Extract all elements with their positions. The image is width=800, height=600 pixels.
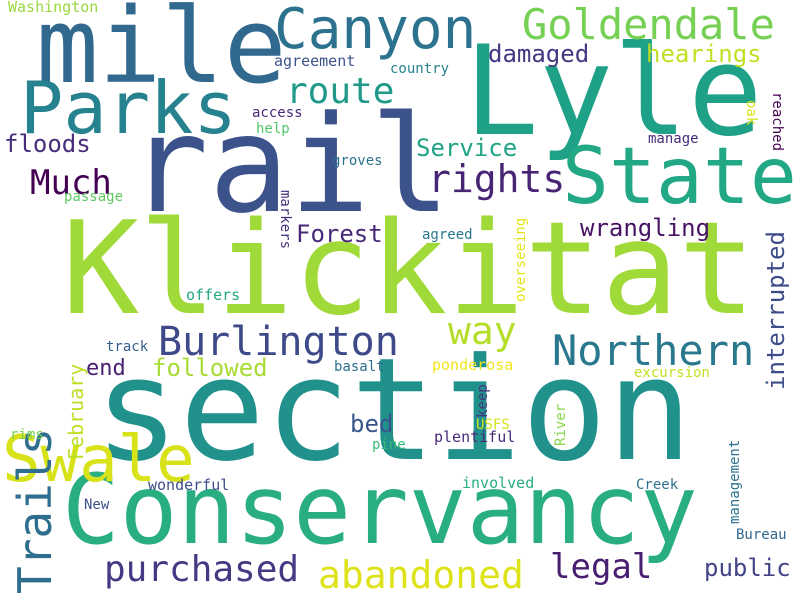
word-swale: Swale bbox=[2, 423, 195, 497]
word-burlington: Burlington bbox=[158, 319, 399, 365]
word-floods: floods bbox=[4, 130, 91, 158]
word-rail: rail bbox=[128, 87, 451, 243]
word-damaged: damaged bbox=[488, 40, 590, 68]
word-klickitat: Klickitat bbox=[62, 195, 756, 344]
word-washington: Washington bbox=[8, 0, 99, 16]
word-section: section bbox=[94, 328, 693, 493]
word-much: Much bbox=[30, 163, 112, 203]
word-plentiful: plentiful bbox=[434, 428, 516, 446]
word-end: end bbox=[86, 356, 126, 381]
word-legal: legal bbox=[550, 547, 653, 587]
word-northern: Northern bbox=[552, 326, 755, 375]
word-parks: Parks bbox=[20, 66, 237, 150]
word-wonderful: wonderful bbox=[148, 476, 230, 494]
word-markers: markers bbox=[277, 190, 293, 250]
word-bureau: Bureau bbox=[736, 527, 787, 543]
word-offers: offers bbox=[186, 286, 241, 304]
word-lyle: Lyle bbox=[464, 20, 763, 164]
word-february: February bbox=[64, 363, 88, 460]
word-public: public bbox=[704, 554, 791, 582]
word-followed: followed bbox=[152, 354, 268, 382]
word-track: track bbox=[106, 339, 149, 355]
word-management: management bbox=[727, 439, 743, 524]
word-pine: pine bbox=[372, 437, 406, 453]
word-mile: mile bbox=[36, 0, 287, 107]
word-groves: groves bbox=[332, 153, 383, 169]
word-hearings: hearings bbox=[646, 40, 762, 68]
word-rims: rims bbox=[10, 427, 44, 443]
word-agreed: agreed bbox=[422, 227, 473, 243]
word-excursion: excursion bbox=[634, 365, 710, 381]
word-involved: involved bbox=[462, 474, 535, 492]
word-goldendale: Goldendale bbox=[522, 0, 775, 49]
word-creek: Creek bbox=[636, 477, 679, 493]
word-interrupted: interrupted bbox=[762, 231, 790, 390]
word-route: route bbox=[286, 71, 395, 112]
word-wrangling: wrangling bbox=[580, 214, 711, 242]
word-conservancy: Conservancy bbox=[62, 454, 698, 566]
word-state: State bbox=[562, 132, 797, 222]
word-reached: reached bbox=[769, 92, 785, 152]
word-usfs: USFS bbox=[476, 417, 510, 433]
word-keep: keep bbox=[475, 384, 491, 418]
word-new: New bbox=[84, 497, 110, 513]
word-access: access bbox=[252, 105, 303, 121]
word-abandoned: abandoned bbox=[318, 553, 524, 597]
word-country: country bbox=[390, 61, 450, 77]
word-basalt: basalt bbox=[334, 359, 385, 375]
word-overseeing: overseeing bbox=[513, 217, 529, 302]
word-passage: passage bbox=[64, 189, 124, 205]
word-service: Service bbox=[416, 134, 518, 162]
word-bed: bed bbox=[350, 410, 394, 438]
word-agreement: agreement bbox=[274, 52, 356, 70]
word-help: help bbox=[256, 121, 290, 137]
word-oak: oak bbox=[743, 100, 759, 126]
word-forest: Forest bbox=[296, 220, 383, 248]
word-way: way bbox=[448, 309, 517, 353]
word-manage: manage bbox=[648, 131, 699, 147]
word-rights: rights bbox=[428, 157, 566, 201]
word-trails: Trails bbox=[8, 427, 62, 594]
word-purchased: purchased bbox=[104, 549, 300, 590]
word-canyon: Canyon bbox=[274, 0, 477, 62]
word-ponderosa: ponderosa bbox=[432, 356, 514, 374]
word-river: River bbox=[553, 403, 569, 446]
